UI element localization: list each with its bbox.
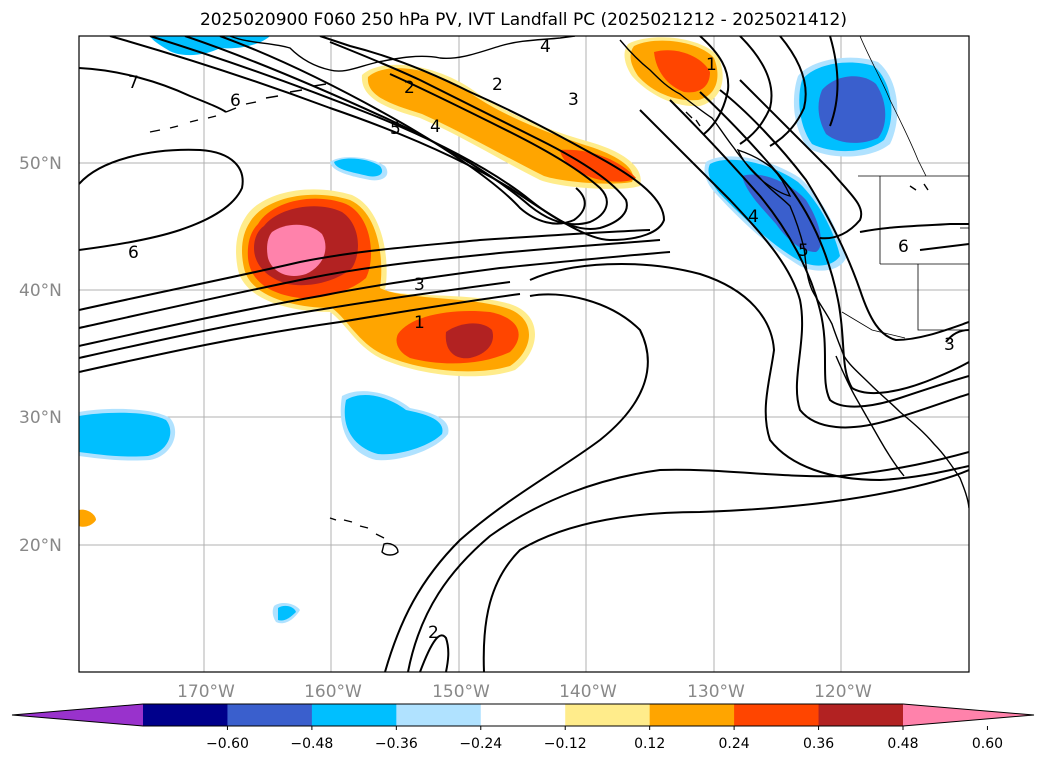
map-title: 2025020900 F060 250 hPa PV, IVT Landfall… xyxy=(199,10,847,30)
negative-anomaly-fills xyxy=(79,36,898,624)
lat-label: 20°N xyxy=(19,536,62,556)
longitude-labels: 170°W 160°W 150°W 140°W 130°W 120°W xyxy=(177,682,872,702)
colorbar-tick-label: 0.60 xyxy=(972,736,1003,752)
lat-label: 50°N xyxy=(19,154,62,174)
colorbar-tick-label: −0.48 xyxy=(290,736,333,752)
contour-label: 5 xyxy=(390,119,401,139)
lon-label: 140°W xyxy=(559,682,617,702)
colorbar-outline xyxy=(11,703,1035,727)
contour-label: 3 xyxy=(944,335,955,355)
contour-label: 3 xyxy=(568,90,579,110)
colorbar-segment xyxy=(227,704,313,726)
lon-label: 130°W xyxy=(687,682,745,702)
colorbar-segment xyxy=(565,704,651,726)
contour-label: 4 xyxy=(430,117,441,137)
colorbar-tick-label: 0.24 xyxy=(719,736,750,752)
lon-label: 120°W xyxy=(814,682,872,702)
map-frame xyxy=(78,35,970,673)
colorbar-tick-label: 0.48 xyxy=(887,736,918,752)
colorbar-segment xyxy=(311,704,397,726)
colorbar-tick-label: 0.36 xyxy=(803,736,834,752)
contour-label: 4 xyxy=(540,37,551,57)
lat-label: 30°N xyxy=(19,408,62,428)
contour-label: 7 xyxy=(128,73,139,93)
colorbar-tick-label: −0.12 xyxy=(544,736,587,752)
lon-label: 150°W xyxy=(432,682,490,702)
contour-label: 2 xyxy=(492,75,503,95)
contour-label: 4 xyxy=(748,207,759,227)
colorbar-tick-label: −0.36 xyxy=(375,736,418,752)
colorbar-segment xyxy=(143,704,228,726)
colorbar-segment xyxy=(12,704,143,726)
contour-label: 3 xyxy=(414,275,425,295)
contour-label: 1 xyxy=(706,55,717,75)
contour-label: 2 xyxy=(428,623,439,643)
colorbar-segment xyxy=(818,704,904,726)
contour-label: 6 xyxy=(230,91,241,111)
latitude-labels: 50°N 40°N 30°N 20°N xyxy=(19,154,62,556)
contour-label: 6 xyxy=(898,237,909,257)
lon-label: 170°W xyxy=(177,682,235,702)
colorbar-segment xyxy=(396,704,482,726)
colorbar-segment xyxy=(734,704,820,726)
colorbar-tick-label: −0.24 xyxy=(459,736,502,752)
contour-label: 6 xyxy=(128,243,139,263)
contour-label: 5 xyxy=(798,241,809,261)
contour-label: 1 xyxy=(414,313,425,333)
contour-labels: 7 6 6 5 4 4 2 2 3 3 1 1 2 4 5 6 3 xyxy=(128,37,955,643)
lat-label: 40°N xyxy=(19,281,62,301)
colorbar: −0.60 −0.48 −0.36 −0.24 −0.12 0.12 0.24 0.36 0.4… xyxy=(11,703,1035,752)
colorbar-tick-label: −0.60 xyxy=(206,736,249,752)
colorbar-segment xyxy=(649,704,735,726)
colorbar-segment xyxy=(903,704,1034,726)
lon-label: 160°W xyxy=(304,682,362,702)
colorbar-tick-label: 0.12 xyxy=(634,736,665,752)
pv-contours xyxy=(79,36,969,672)
political-borders xyxy=(841,36,969,339)
colorbar-segment xyxy=(480,704,566,726)
contour-label: 2 xyxy=(404,78,415,98)
